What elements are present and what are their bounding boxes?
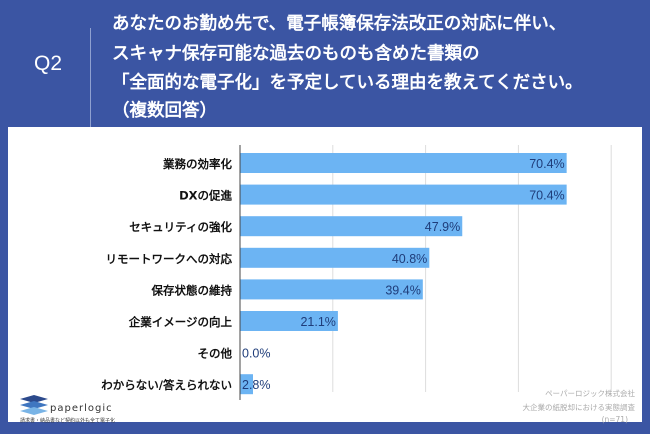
value-label: 0.0%	[242, 347, 271, 361]
bar	[240, 153, 567, 173]
value-label: 70.4%	[529, 189, 564, 203]
source-company: ペーパーロジック株式会社	[545, 389, 635, 398]
question-line: 「全面的な電子化」を予定している理由を教えてください。	[112, 73, 583, 93]
question-line: スキャナ保存可能な過去のものも含めた書類の	[112, 44, 480, 64]
sample-size: (n=71)	[601, 415, 628, 424]
bar	[240, 247, 430, 268]
source-survey: 大企業の紙脱却における実態調査	[522, 403, 636, 412]
paperlogic-logo	[20, 395, 48, 415]
value-label: 39.4%	[385, 283, 420, 297]
logo-tagline: 請求書・納品書など契約以外も全て電子化	[20, 418, 116, 424]
bar	[240, 311, 338, 331]
question-line: （複数回答）	[112, 101, 217, 121]
category-label: セキュリティの強化	[129, 220, 232, 234]
value-label: 47.9%	[425, 220, 460, 234]
bar	[240, 374, 253, 395]
category-label: その他	[198, 347, 233, 361]
chart-panel	[8, 127, 642, 422]
question-number: Q2	[34, 52, 63, 75]
logo-name: paperlogic	[50, 403, 113, 414]
question-line: あなたのお勤め先で、電子帳簿保存法改正の対応に伴い、	[112, 14, 567, 34]
bar	[240, 279, 423, 300]
value-label: 21.1%	[300, 315, 335, 329]
category-label: わからない/答えられない	[101, 378, 232, 392]
bar	[240, 184, 567, 205]
category-label: DXの促進	[179, 189, 232, 203]
divider	[90, 28, 91, 132]
category-label: 保存状態の維持	[151, 283, 233, 297]
category-label: 企業イメージの向上	[128, 315, 233, 329]
category-label: 業務の効率化	[162, 157, 232, 171]
category-label: リモートワークへの対応	[106, 252, 233, 266]
bar	[240, 216, 463, 237]
value-label: 2.8%	[242, 378, 271, 392]
value-label: 40.8%	[392, 252, 427, 266]
value-label: 70.4%	[529, 157, 564, 171]
